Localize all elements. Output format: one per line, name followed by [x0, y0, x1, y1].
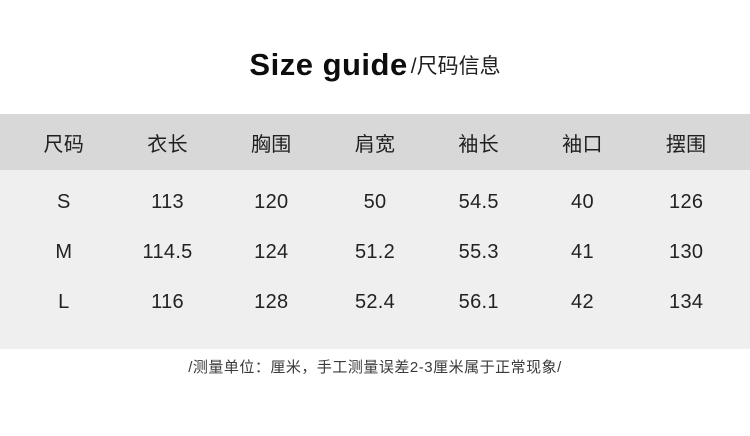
column-header: 胸围 — [250, 133, 292, 156]
size-label-cell: L — [58, 290, 70, 313]
column-header: 摆围 — [665, 133, 707, 156]
page-title-english: Size guide — [249, 47, 408, 82]
page-title-chinese: /尺码信息 — [410, 55, 501, 78]
table-cell: 55.3 — [458, 240, 499, 263]
table-cell: 124 — [254, 240, 289, 263]
table-row: M 114.5 124 51.2 55.3 41 130 — [0, 227, 750, 277]
table-cell: 120 — [254, 190, 289, 213]
size-table-header: 尺码 衣长 胸围 肩宽 袖长 袖口 摆围 — [0, 114, 750, 170]
table-cell: 42 — [571, 290, 594, 313]
size-table-body: S 113 120 50 54.5 40 126 M 114.5 124 51.2 55.3 41 130… — [0, 170, 750, 349]
table-cell: 51.2 — [354, 240, 396, 263]
column-header: 袖口 — [562, 133, 603, 156]
table-cell: 52.4 — [354, 290, 396, 313]
table-cell: 126 — [669, 190, 704, 213]
table-cell: 40 — [571, 190, 594, 213]
table-cell: 114.5 — [142, 240, 193, 263]
table-cell: 50 — [363, 190, 387, 213]
table-row: L 116 128 52.4 56.1 42 134 — [0, 277, 750, 327]
table-cell: 134 — [669, 290, 704, 313]
table-cell: 128 — [254, 290, 289, 313]
size-label-cell: S — [57, 190, 71, 213]
page-title: Size guide /尺码信息 — [0, 0, 750, 114]
table-cell: 41 — [571, 240, 594, 263]
measurement-note: /测量单位：厘米，手工测量误差2-3厘米属于正常现象/ — [188, 359, 562, 376]
table-cell: 116 — [151, 290, 184, 313]
table-row: S 113 120 50 54.5 40 126 — [0, 177, 750, 227]
table-cell: 54.5 — [458, 190, 499, 213]
column-header: 肩宽 — [354, 133, 396, 156]
size-table-header-row: 尺码 衣长 胸围 肩宽 袖长 袖口 摆围 — [0, 114, 750, 170]
size-table: 尺码 衣长 胸围 肩宽 袖长 袖口 摆围 S 113 120 50 54.5 40 126 M 114.5 1… — [0, 114, 750, 349]
table-cell: 56.1 — [458, 290, 499, 313]
size-label-cell: M — [55, 240, 73, 263]
column-header: 衣长 — [147, 133, 188, 156]
table-cell: 113 — [151, 190, 184, 213]
table-cell: 130 — [669, 240, 704, 263]
column-header: 尺码 — [43, 133, 85, 156]
column-header: 袖长 — [458, 133, 500, 156]
